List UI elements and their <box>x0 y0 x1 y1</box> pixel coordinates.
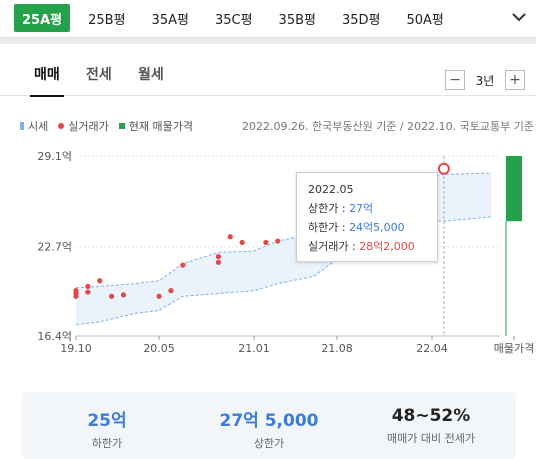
tooltip-actual: 실거래가 : 28억2,000 <box>308 237 426 256</box>
tab-jeonse[interactable]: 전세 <box>86 67 112 83</box>
tooltip-lower-label: 하한가 : <box>308 221 350 234</box>
x-tick-label: 21.08 <box>321 342 353 355</box>
y-tick-label: 29.1억 <box>37 150 72 163</box>
price-card: 매매 전세 월세 − 3년 + 시세 실거래가 현재 매물가격 2022.09.… <box>0 44 536 459</box>
period-value: 3년 <box>475 73 495 88</box>
legend-market: 시세 <box>20 118 48 134</box>
size-tab[interactable]: 50A평 <box>406 12 444 28</box>
actual-price-point <box>85 289 91 295</box>
chart-tooltip: 2022.05 상한가 : 27억 하한가 : 24억5,000 실거래가 : … <box>296 172 438 262</box>
x-tick-label: 매물가격 <box>494 342 534 355</box>
actual-price-point <box>227 234 233 240</box>
legend-current-label: 현재 매물가격 <box>128 120 193 133</box>
x-tick-label: 21.01 <box>238 342 270 355</box>
summary-upper-label: 상한가 <box>253 437 285 450</box>
actual-price-point-highlight <box>437 162 450 175</box>
x-tick-label: 19.10 <box>60 342 92 355</box>
tooltip-upper: 상한가 : 27억 <box>308 199 426 218</box>
period-stepper: − 3년 + <box>445 68 525 92</box>
size-tab[interactable]: 35B평 <box>278 12 316 28</box>
legend-actual: 실거래가 <box>58 118 109 134</box>
actual-price-point <box>73 293 79 299</box>
legend-current: 현재 매물가격 <box>118 118 193 134</box>
tooltip-lower-value: 24억5,000 <box>349 221 405 234</box>
actual-price-point <box>275 238 281 244</box>
legend-actual-label: 실거래가 <box>68 120 109 133</box>
summary-upper-value: 27억 5,000 <box>219 411 319 431</box>
x-tick-label: 20.05 <box>143 342 175 355</box>
size-tab[interactable]: 25B평 <box>88 12 126 28</box>
price-summary: 25억 하한가 27억 5,000 상한가 48~52% 매매가 대비 전세가 <box>22 392 516 459</box>
legend-current-swatch <box>118 123 125 129</box>
actual-price-point <box>215 259 221 265</box>
size-tab[interactable]: 35C평 <box>214 12 253 28</box>
period-increase-button[interactable]: + <box>505 70 525 90</box>
legend-actual-swatch <box>58 123 65 129</box>
chart-legend: 시세 실거래가 현재 매물가격 <box>20 118 203 134</box>
legend-market-label: 시세 <box>28 120 49 133</box>
size-tab[interactable]: 25A평 <box>14 4 71 32</box>
period-decrease-button[interactable]: − <box>445 70 465 90</box>
actual-price-point <box>97 278 103 284</box>
tooltip-actual-value: 28억2,000 <box>359 240 415 253</box>
y-tick-label: 16.4억 <box>37 330 72 343</box>
x-tick-label: 22.04 <box>416 342 448 355</box>
actual-price-point <box>215 254 221 260</box>
summary-jeonse-ratio: 48~52% 매매가 대비 전세가 <box>356 406 506 446</box>
tab-sale[interactable]: 매매 <box>30 64 64 97</box>
size-tab[interactable]: 35A평 <box>151 12 189 28</box>
source-note: 2022.09.26. 한국부동산원 기준 / 2022.10. 국토교통부 기… <box>242 120 534 133</box>
actual-price-point <box>109 293 115 299</box>
trade-type-tabs: 매매 전세 월세 <box>0 44 536 97</box>
actual-price-point <box>180 262 186 268</box>
tooltip-date: 2022.05 <box>308 183 354 196</box>
actual-price-point <box>168 288 174 294</box>
summary-upper: 27억 5,000 상한가 <box>194 406 344 451</box>
summary-jeonse-ratio-value: 48~52% <box>391 406 471 426</box>
size-tab[interactable]: 35D평 <box>341 12 381 28</box>
tab-monthly-rent[interactable]: 월세 <box>138 67 164 83</box>
actual-price-point <box>120 292 127 298</box>
legend-market-swatch <box>20 122 24 130</box>
tooltip-upper-value: 27억 <box>349 202 374 215</box>
tooltip-upper-label: 상한가 : <box>308 202 350 215</box>
y-tick-label: 22.7억 <box>37 241 72 254</box>
actual-price-point <box>156 293 162 299</box>
size-tabs: 25A평 25B평 35A평 35C평 35B평 35D평 50A평 <box>14 4 462 32</box>
summary-lower-value: 25억 <box>87 411 127 431</box>
size-tab-bar: 25A평 25B평 35A평 35C평 35B평 35D평 50A평 <box>0 0 536 38</box>
tooltip-actual-label: 실거래가 : <box>308 240 360 253</box>
current-listing-bar <box>506 156 522 222</box>
tooltip-lower: 하한가 : 24억5,000 <box>308 218 426 237</box>
summary-lower-label: 하한가 <box>91 437 123 450</box>
actual-price-point <box>239 239 245 246</box>
summary-jeonse-ratio-label: 매매가 대비 전세가 <box>387 432 475 445</box>
actual-price-point <box>263 239 269 246</box>
summary-lower: 25억 하한가 <box>32 406 182 451</box>
chevron-down-icon[interactable] <box>510 8 528 26</box>
actual-price-point <box>85 283 91 289</box>
